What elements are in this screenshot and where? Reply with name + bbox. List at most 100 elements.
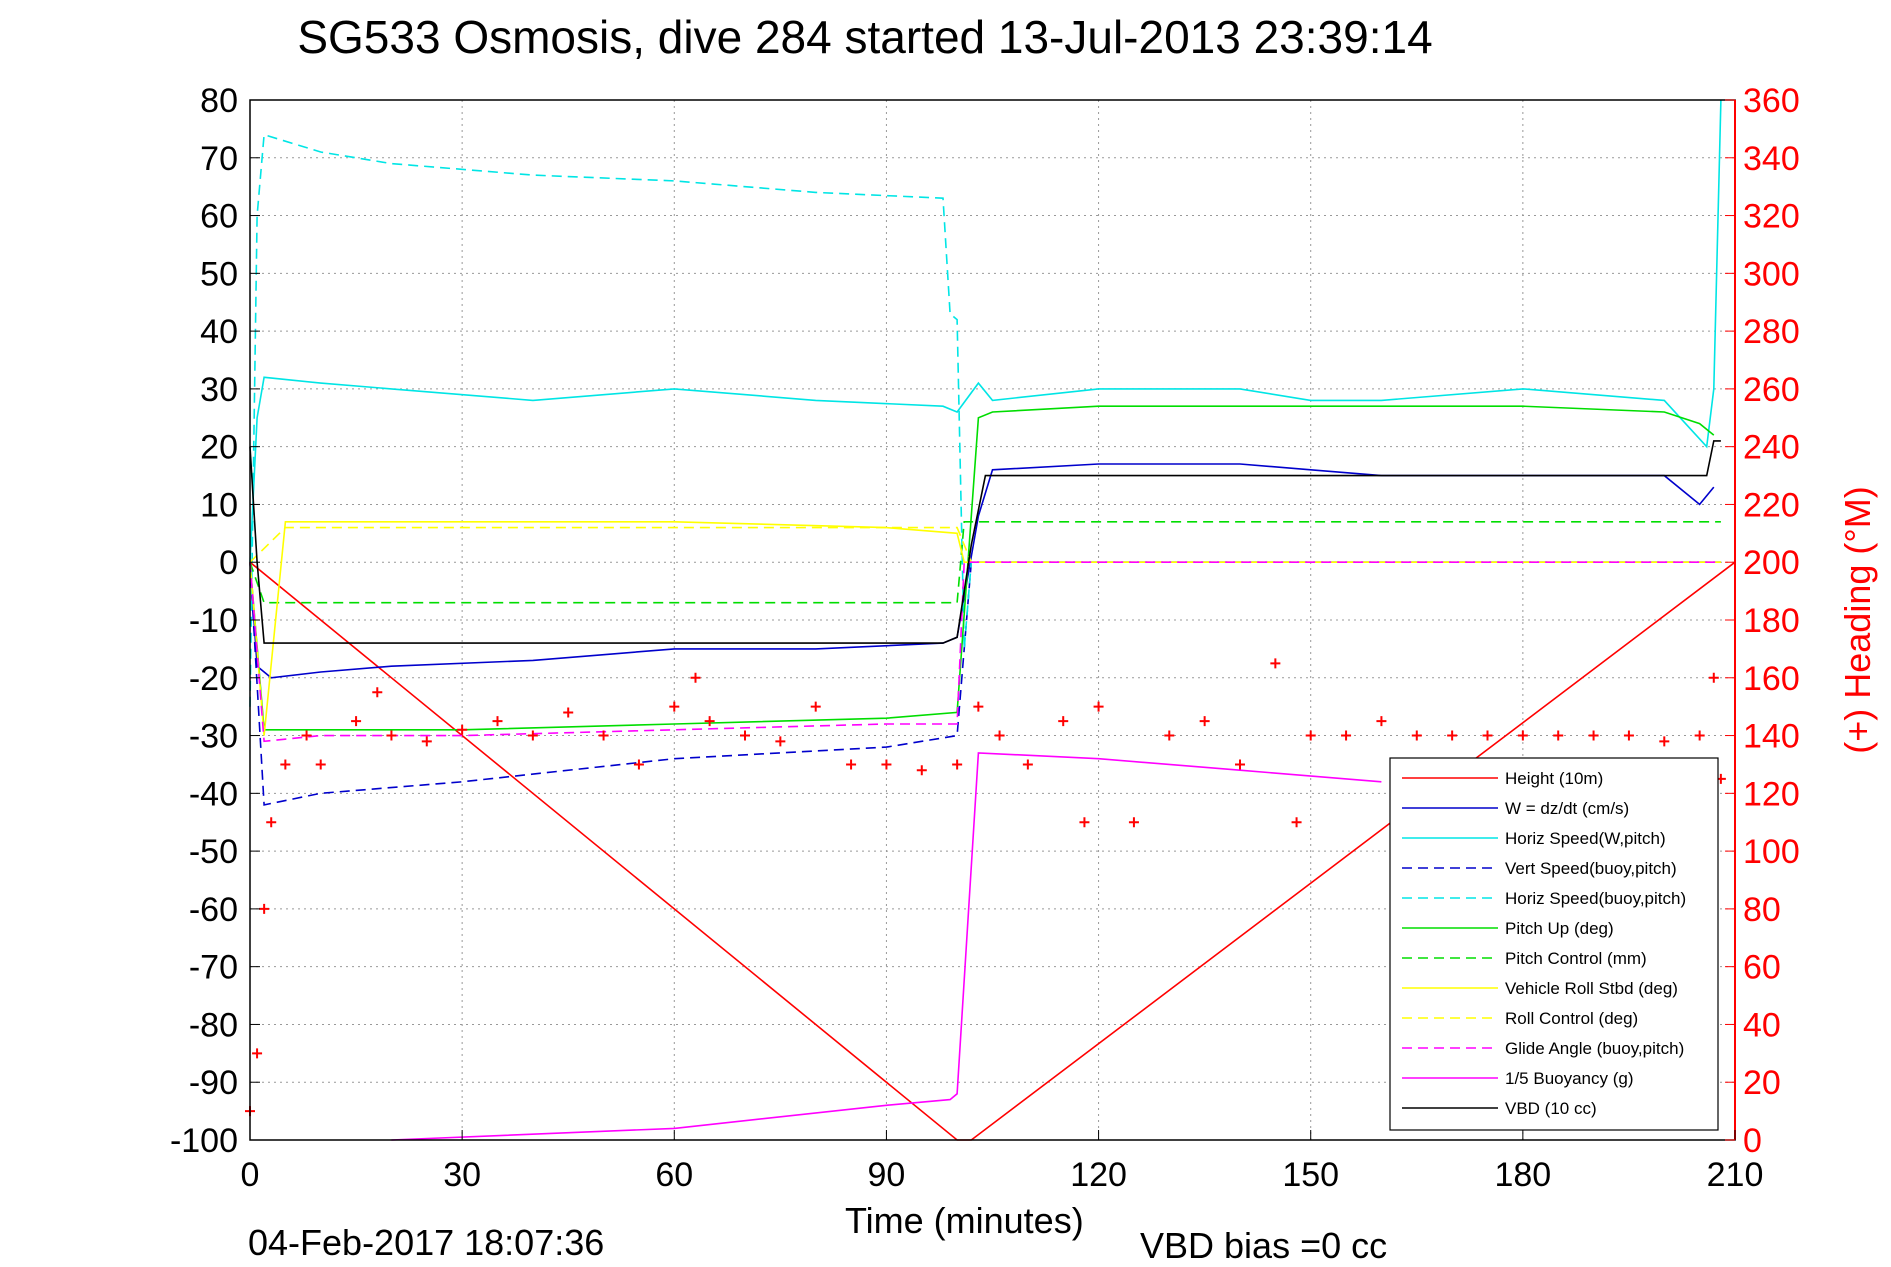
heading-point bbox=[386, 730, 397, 741]
legend-item: Horiz Speed(W,pitch) bbox=[1402, 829, 1666, 848]
heading-point bbox=[775, 736, 786, 747]
legend-label: Glide Angle (buoy,pitch) bbox=[1505, 1039, 1684, 1058]
heading-point bbox=[633, 759, 644, 770]
heading-point bbox=[598, 730, 609, 741]
y-tick-label: 60 bbox=[200, 198, 238, 236]
legend: Height (10m) W = dz/dt (cm/s) Horiz Speed(… bbox=[1389, 757, 1719, 1131]
y-tick-label: -80 bbox=[189, 1006, 238, 1044]
y2-tick-label: 220 bbox=[1743, 486, 1800, 524]
x-tick-label: 150 bbox=[1282, 1156, 1339, 1194]
series-line-2 bbox=[249, 99, 1722, 563]
legend-box bbox=[1389, 757, 1719, 1131]
y-tick-label: -60 bbox=[189, 891, 238, 929]
x-tick-label: 30 bbox=[443, 1156, 481, 1194]
x-tick-label: 90 bbox=[868, 1156, 906, 1194]
y2-tick-label: 320 bbox=[1743, 198, 1800, 236]
legend-item: Vehicle Roll Stbd (deg) bbox=[1402, 979, 1678, 998]
y-tick-label: -10 bbox=[189, 602, 238, 640]
y2-tick-label: 240 bbox=[1743, 429, 1800, 467]
legend-item: 1/5 Buoyancy (g) bbox=[1402, 1069, 1634, 1088]
series-line-4 bbox=[249, 133, 973, 707]
series-heading bbox=[245, 658, 1726, 1117]
heading-point bbox=[916, 765, 927, 776]
series-line-8 bbox=[249, 526, 1721, 564]
heading-point bbox=[421, 736, 432, 747]
legend-item: Pitch Control (mm) bbox=[1402, 949, 1647, 968]
heading-point bbox=[1305, 730, 1316, 741]
y2-tick-label: 20 bbox=[1743, 1064, 1781, 1102]
heading-point bbox=[266, 817, 277, 828]
heading-point bbox=[1022, 759, 1033, 770]
heading-point bbox=[527, 730, 538, 741]
y2-tick-label: 140 bbox=[1743, 718, 1800, 756]
series-line-10 bbox=[391, 752, 1382, 1141]
series-line-11 bbox=[249, 440, 1721, 644]
heading-point bbox=[351, 716, 362, 727]
y-tick-label: 80 bbox=[200, 82, 238, 120]
y2-tick-label: 360 bbox=[1743, 82, 1800, 120]
heading-point bbox=[1341, 730, 1352, 741]
y2-tick-label: 300 bbox=[1743, 255, 1800, 293]
y2-tick-label: 160 bbox=[1743, 660, 1800, 698]
heading-point bbox=[1588, 730, 1599, 741]
legend-label: Height (10m) bbox=[1505, 769, 1603, 788]
heading-point bbox=[1199, 716, 1210, 727]
heading-point bbox=[280, 759, 291, 770]
heading-point bbox=[810, 701, 821, 712]
heading-point bbox=[952, 759, 963, 770]
y-tick-label: -50 bbox=[189, 833, 238, 871]
legend-item: VBD (10 cc) bbox=[1402, 1099, 1597, 1118]
footer-note: VBD bias =0 cc bbox=[1140, 1225, 1388, 1266]
chart-title: SG533 Osmosis, dive 284 started 13-Jul-2… bbox=[297, 11, 1433, 63]
heading-point bbox=[1079, 817, 1090, 828]
y-tick-label: -70 bbox=[189, 949, 238, 987]
y2-tick-label: 40 bbox=[1743, 1006, 1781, 1044]
legend-item: Glide Angle (buoy,pitch) bbox=[1402, 1039, 1684, 1058]
legend-item: Pitch Up (deg) bbox=[1402, 919, 1614, 938]
heading-point bbox=[252, 1048, 263, 1059]
legend-item: Roll Control (deg) bbox=[1402, 1009, 1638, 1028]
y2-tick-label: 180 bbox=[1743, 602, 1800, 640]
y2-tick-label: 280 bbox=[1743, 313, 1800, 351]
heading-point bbox=[1235, 759, 1245, 770]
x-axis-label: Time (minutes) bbox=[845, 1200, 1084, 1241]
y2-axis-label: (+) Heading (°M) bbox=[1837, 486, 1878, 753]
y-tick-label: 10 bbox=[200, 486, 238, 524]
heading-point bbox=[1376, 716, 1387, 727]
legend-label: 1/5 Buoyancy (g) bbox=[1505, 1069, 1634, 1088]
heading-point bbox=[259, 903, 270, 914]
legend-label: Roll Control (deg) bbox=[1505, 1009, 1638, 1028]
x-tick-label: 180 bbox=[1494, 1156, 1551, 1194]
y-tick-label: 70 bbox=[200, 140, 238, 178]
heading-point bbox=[1128, 817, 1139, 828]
legend-label: VBD (10 cc) bbox=[1505, 1099, 1597, 1118]
legend-item: W = dz/dt (cm/s) bbox=[1402, 799, 1629, 818]
x-tick-label: 210 bbox=[1707, 1156, 1764, 1194]
heading-point bbox=[1694, 730, 1705, 741]
y2-tick-label: 200 bbox=[1743, 544, 1800, 582]
legend-label: Pitch Up (deg) bbox=[1505, 919, 1614, 938]
heading-point bbox=[994, 730, 1005, 741]
legend-label: Vehicle Roll Stbd (deg) bbox=[1505, 979, 1678, 998]
heading-point bbox=[1553, 730, 1564, 741]
y-tick-label: 30 bbox=[200, 371, 238, 409]
heading-point bbox=[457, 724, 468, 735]
legend-label: W = dz/dt (cm/s) bbox=[1505, 799, 1629, 818]
heading-point bbox=[1270, 658, 1281, 669]
y2-tick-label: 100 bbox=[1743, 833, 1800, 871]
heading-point bbox=[846, 759, 857, 770]
heading-point bbox=[1708, 672, 1719, 683]
y2-tick-label: 340 bbox=[1743, 140, 1800, 178]
y2-tick-label: 260 bbox=[1743, 371, 1800, 409]
heading-point bbox=[1291, 817, 1302, 828]
x-tick-label: 120 bbox=[1070, 1156, 1127, 1194]
y-tick-label: 0 bbox=[219, 544, 238, 582]
y-tick-label: -100 bbox=[170, 1122, 238, 1160]
legend-label: Horiz Speed(W,pitch) bbox=[1505, 829, 1666, 848]
heading-point bbox=[1447, 730, 1458, 741]
heading-point bbox=[1623, 730, 1634, 741]
y-tick-label: -30 bbox=[189, 718, 238, 756]
y-tick-label: -40 bbox=[189, 775, 238, 813]
series-line-9 bbox=[249, 561, 1721, 743]
